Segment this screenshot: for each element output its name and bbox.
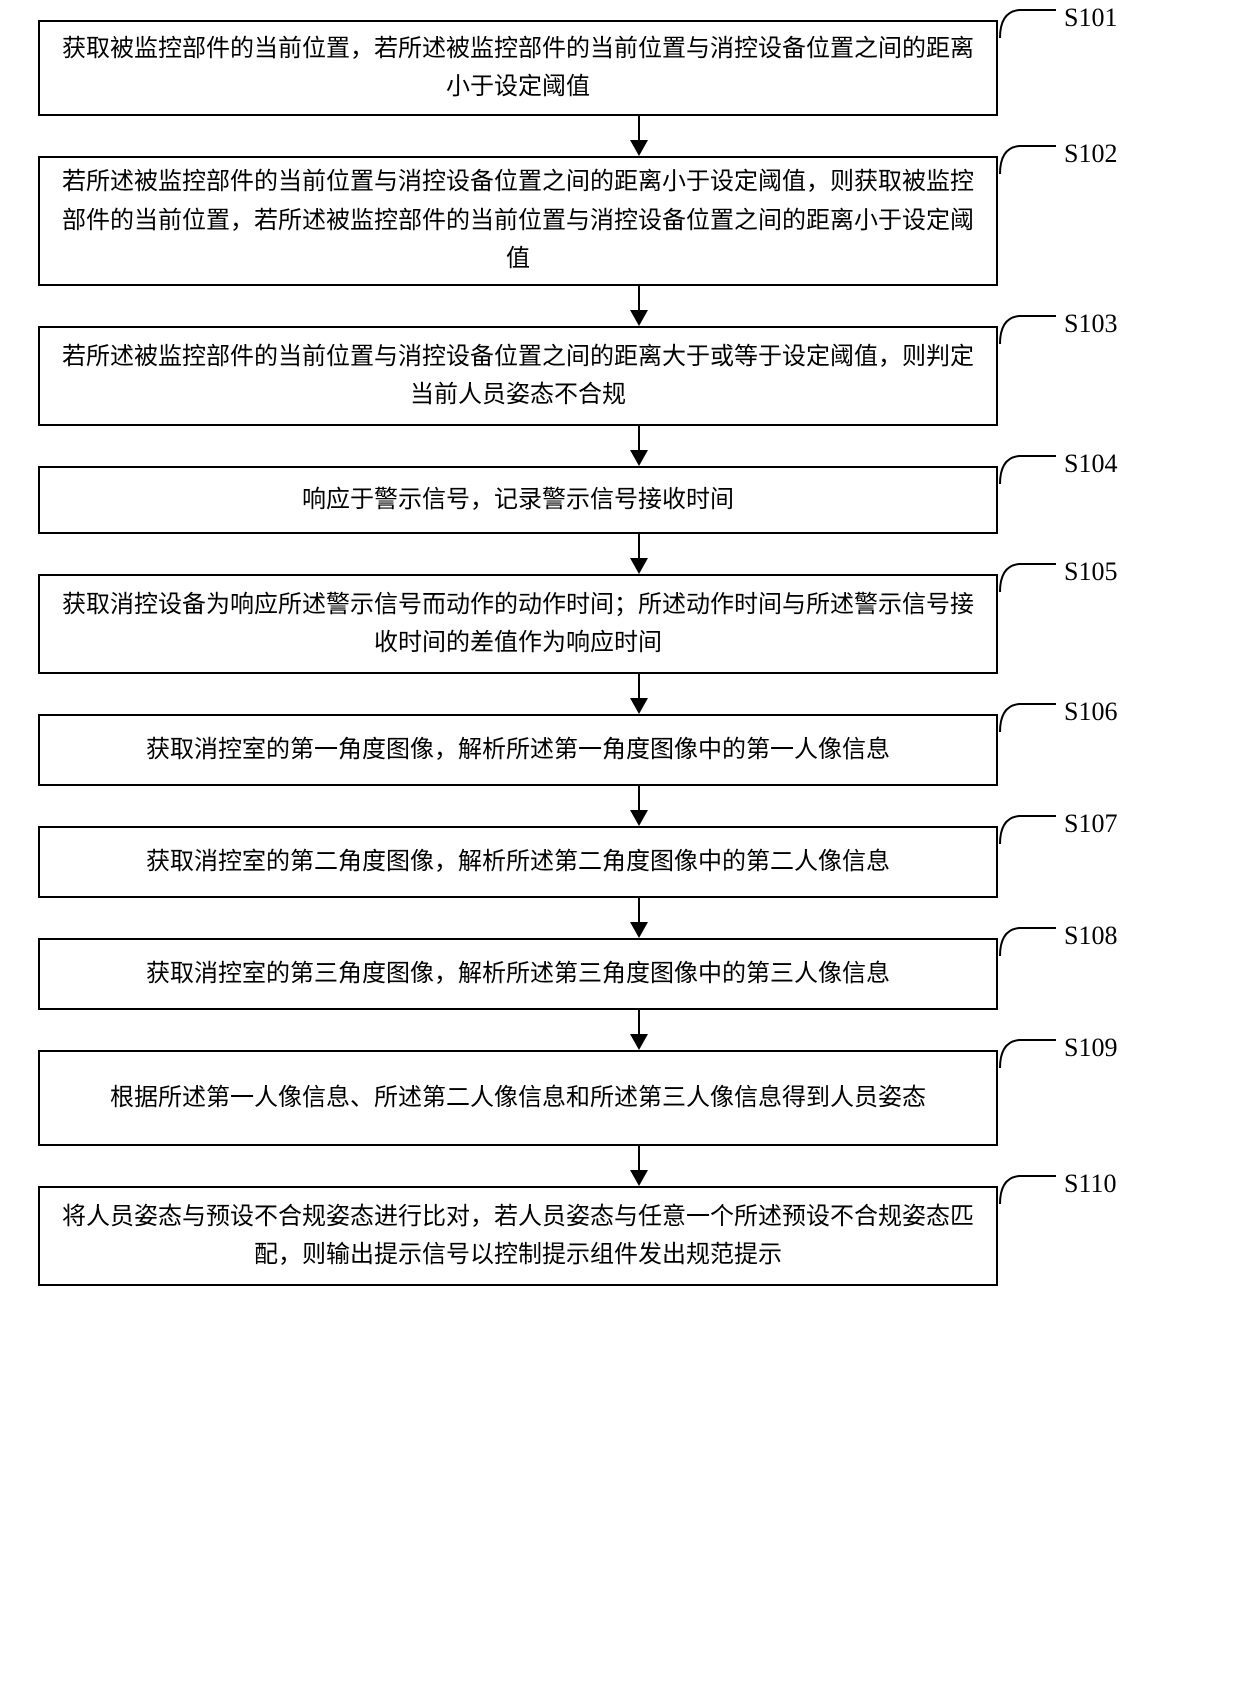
- arrow-line: [638, 786, 640, 810]
- hook-icon: [998, 450, 1058, 486]
- step-row-S105: 获取消控设备为响应所述警示信号而动作的动作时间；所述动作时间与所述警示信号接收时…: [0, 574, 1240, 674]
- arrow-line: [638, 1146, 640, 1170]
- arrow-head-icon: [630, 558, 648, 574]
- step-box-S101: 获取被监控部件的当前位置，若所述被监控部件的当前位置与消控设备位置之间的距离小于…: [38, 20, 998, 116]
- arrow-connector: [159, 286, 1119, 326]
- hook-icon: [998, 1034, 1058, 1070]
- step-row-S101: 获取被监控部件的当前位置，若所述被监控部件的当前位置与消控设备位置之间的距离小于…: [0, 20, 1240, 116]
- step-box-S104: 响应于警示信号，记录警示信号接收时间: [38, 466, 998, 534]
- arrow-head-icon: [630, 810, 648, 826]
- hook-icon: [998, 698, 1058, 734]
- arrow-head-icon: [630, 140, 648, 156]
- arrow-head-icon: [630, 922, 648, 938]
- label-connector-S103: S103: [998, 310, 1117, 346]
- label-connector-S105: S105: [998, 558, 1117, 594]
- arrow-connector: [159, 116, 1119, 156]
- hook-icon: [998, 4, 1058, 40]
- step-label-S106: S106: [1064, 697, 1117, 727]
- arrow-head-icon: [630, 310, 648, 326]
- label-connector-S110: S110: [998, 1170, 1117, 1206]
- label-connector-S109: S109: [998, 1034, 1117, 1070]
- label-connector-S102: S102: [998, 140, 1117, 176]
- flowchart-container: 获取被监控部件的当前位置，若所述被监控部件的当前位置与消控设备位置之间的距离小于…: [0, 20, 1240, 1286]
- arrow-line: [638, 1010, 640, 1034]
- arrow-head-icon: [630, 1034, 648, 1050]
- arrow-line: [638, 286, 640, 310]
- step-box-S103: 若所述被监控部件的当前位置与消控设备位置之间的距离大于或等于设定阈值，则判定当前…: [38, 326, 998, 426]
- step-row-S109: 根据所述第一人像信息、所述第二人像信息和所述第三人像信息得到人员姿态S109: [0, 1050, 1240, 1146]
- step-row-S103: 若所述被监控部件的当前位置与消控设备位置之间的距离大于或等于设定阈值，则判定当前…: [0, 326, 1240, 426]
- arrow-connector: [159, 1146, 1119, 1186]
- step-row-S104: 响应于警示信号，记录警示信号接收时间S104: [0, 466, 1240, 534]
- hook-icon: [998, 810, 1058, 846]
- step-row-S102: 若所述被监控部件的当前位置与消控设备位置之间的距离小于设定阈值，则获取被监控部件…: [0, 156, 1240, 286]
- arrow-connector: [159, 534, 1119, 574]
- step-label-S101: S101: [1064, 3, 1117, 33]
- hook-icon: [998, 922, 1058, 958]
- label-connector-S104: S104: [998, 450, 1117, 486]
- step-row-S106: 获取消控室的第一角度图像，解析所述第一角度图像中的第一人像信息S106: [0, 714, 1240, 786]
- arrow-connector: [159, 674, 1119, 714]
- arrow-head-icon: [630, 450, 648, 466]
- arrow-line: [638, 534, 640, 558]
- step-row-S110: 将人员姿态与预设不合规姿态进行比对，若人员姿态与任意一个所述预设不合规姿态匹配，…: [0, 1186, 1240, 1286]
- label-connector-S101: S101: [998, 4, 1117, 40]
- arrow-connector: [159, 898, 1119, 938]
- arrow-connector: [159, 1010, 1119, 1050]
- arrow-line: [638, 426, 640, 450]
- step-box-S106: 获取消控室的第一角度图像，解析所述第一角度图像中的第一人像信息: [38, 714, 998, 786]
- arrow-line: [638, 898, 640, 922]
- step-label-S108: S108: [1064, 921, 1117, 951]
- arrow-head-icon: [630, 698, 648, 714]
- step-label-S107: S107: [1064, 809, 1117, 839]
- hook-icon: [998, 1170, 1058, 1206]
- arrow-connector: [159, 426, 1119, 466]
- step-label-S105: S105: [1064, 557, 1117, 587]
- step-label-S110: S110: [1064, 1169, 1117, 1199]
- hook-icon: [998, 140, 1058, 176]
- step-row-S108: 获取消控室的第三角度图像，解析所述第三角度图像中的第三人像信息S108: [0, 938, 1240, 1010]
- step-label-S109: S109: [1064, 1033, 1117, 1063]
- step-label-S104: S104: [1064, 449, 1117, 479]
- step-box-S110: 将人员姿态与预设不合规姿态进行比对，若人员姿态与任意一个所述预设不合规姿态匹配，…: [38, 1186, 998, 1286]
- step-row-S107: 获取消控室的第二角度图像，解析所述第二角度图像中的第二人像信息S107: [0, 826, 1240, 898]
- step-box-S105: 获取消控设备为响应所述警示信号而动作的动作时间；所述动作时间与所述警示信号接收时…: [38, 574, 998, 674]
- step-box-S108: 获取消控室的第三角度图像，解析所述第三角度图像中的第三人像信息: [38, 938, 998, 1010]
- arrow-line: [638, 116, 640, 140]
- step-box-S102: 若所述被监控部件的当前位置与消控设备位置之间的距离小于设定阈值，则获取被监控部件…: [38, 156, 998, 286]
- label-connector-S107: S107: [998, 810, 1117, 846]
- arrow-line: [638, 674, 640, 698]
- step-box-S107: 获取消控室的第二角度图像，解析所述第二角度图像中的第二人像信息: [38, 826, 998, 898]
- hook-icon: [998, 558, 1058, 594]
- step-label-S103: S103: [1064, 309, 1117, 339]
- step-label-S102: S102: [1064, 139, 1117, 169]
- step-box-S109: 根据所述第一人像信息、所述第二人像信息和所述第三人像信息得到人员姿态: [38, 1050, 998, 1146]
- hook-icon: [998, 310, 1058, 346]
- arrow-head-icon: [630, 1170, 648, 1186]
- arrow-connector: [159, 786, 1119, 826]
- label-connector-S108: S108: [998, 922, 1117, 958]
- label-connector-S106: S106: [998, 698, 1117, 734]
